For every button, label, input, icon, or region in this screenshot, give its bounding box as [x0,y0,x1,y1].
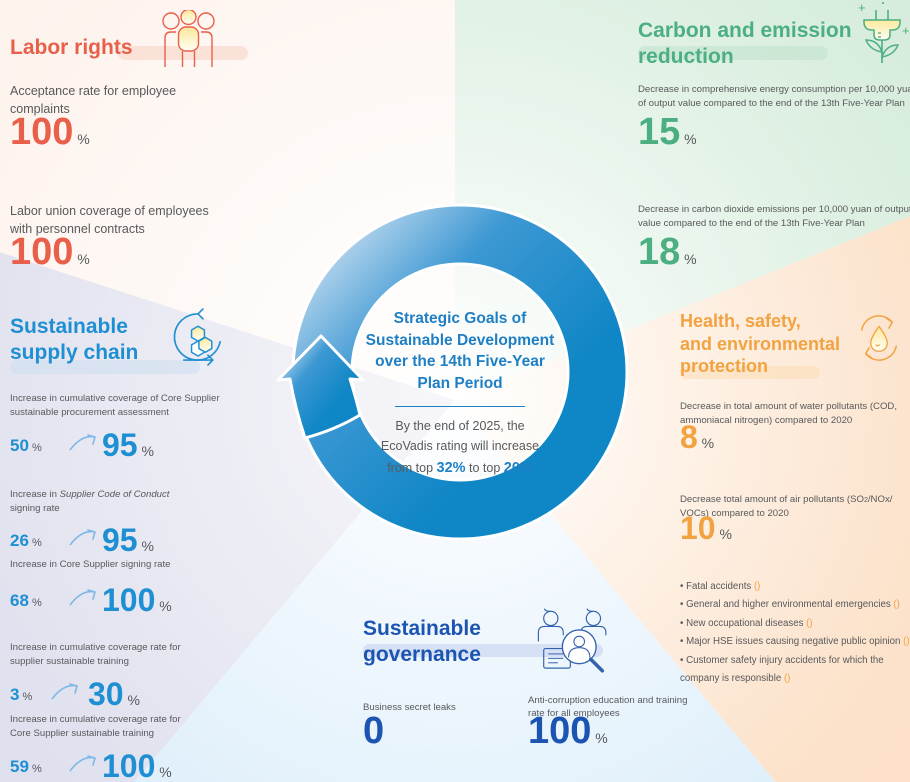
svg-text:+: + [902,23,910,38]
svg-text:+: + [858,0,866,15]
